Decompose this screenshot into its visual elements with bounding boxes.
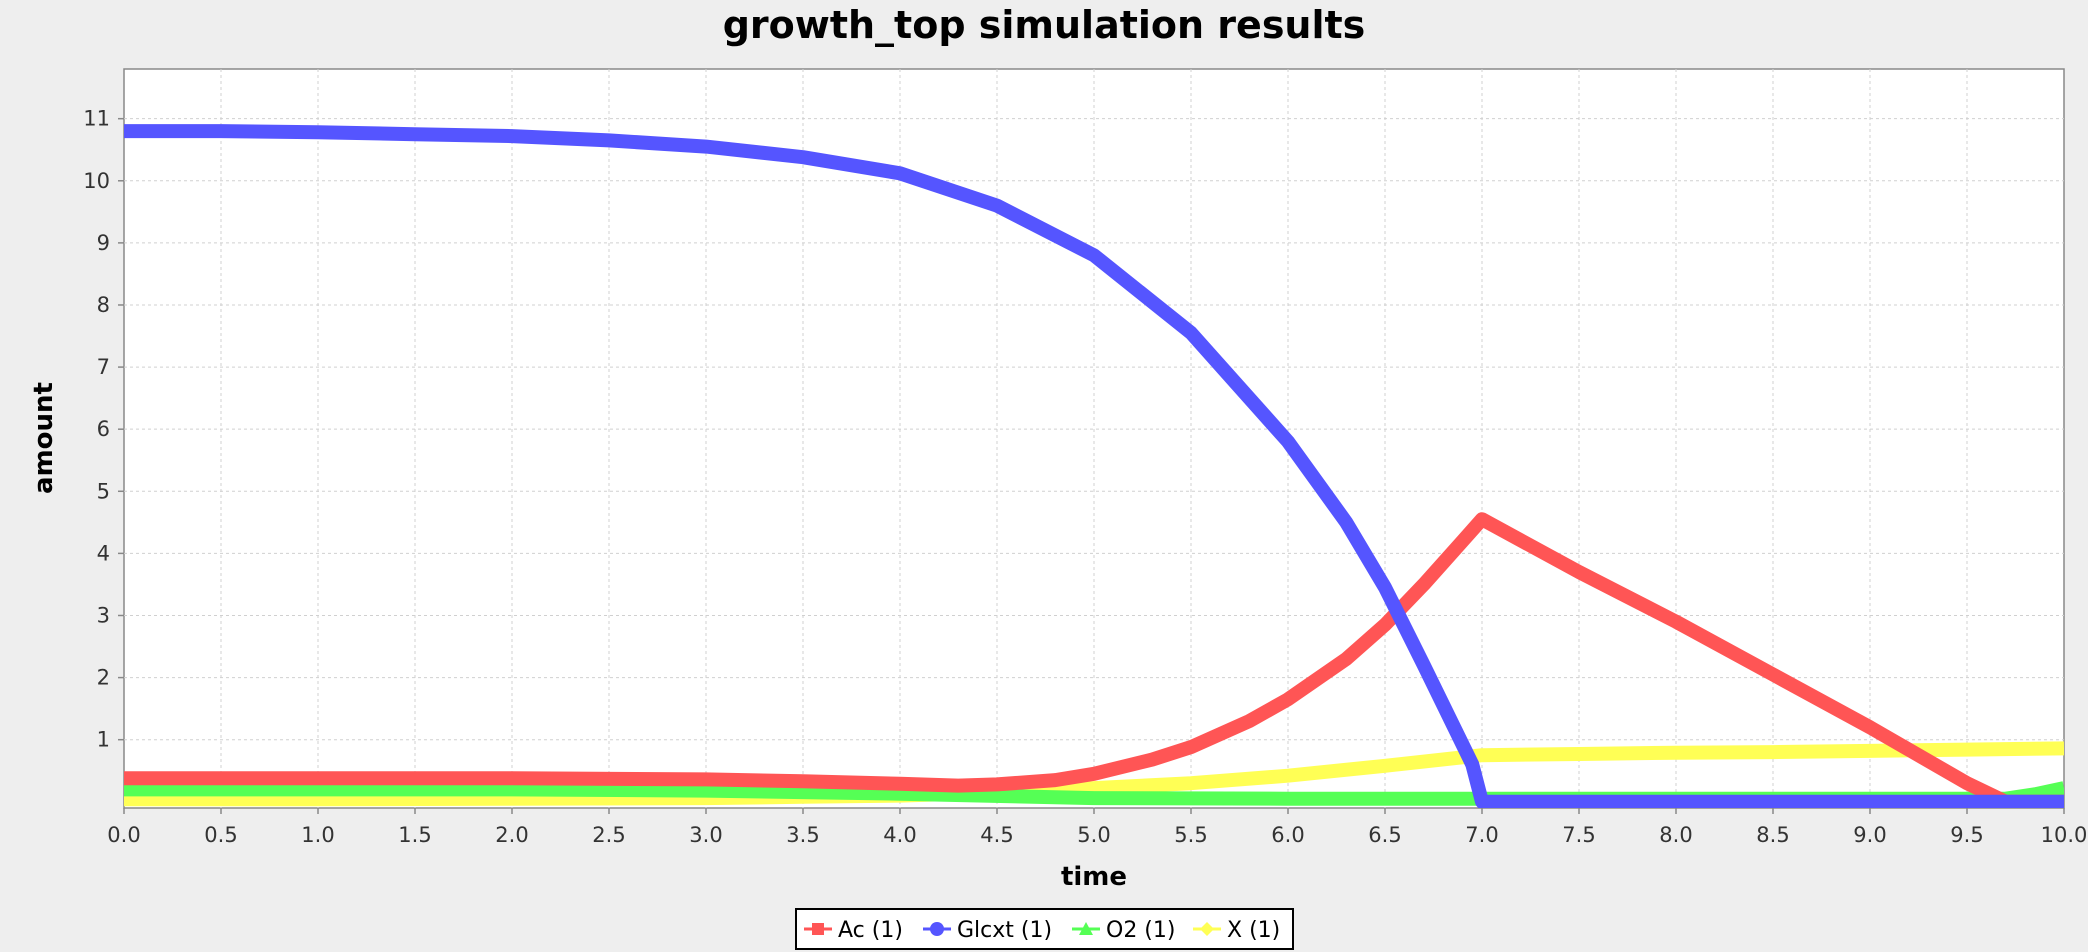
x-tick-label: 2.0 [495,823,528,847]
y-axis-label: amount [29,382,59,494]
x-tick-label: 0.0 [107,823,140,847]
y-tick-label: 6 [97,417,110,441]
axes: 0.0 0.5 1.0 1.5 2.0 2.5 3.0 3.5 4.0 4.5 5.0 5.5 6.0 6… [83,107,2087,847]
legend-label-ac: Ac (1) [838,918,903,943]
y-tick-label: 10 [83,169,110,193]
x-tick-label: 7.5 [1562,823,1595,847]
legend-marker-x [1200,922,1214,936]
x-tick-label: 2.5 [592,823,625,847]
y-tick-label: 11 [83,107,110,131]
x-tick-label: 8.0 [1659,823,1692,847]
y-tick-label: 9 [97,231,110,255]
y-tick-label: 3 [97,603,110,627]
grid [124,69,2064,808]
x-tick-label: 6.0 [1271,823,1304,847]
x-axis-label: time [1061,862,1127,892]
legend: Ac (1) Glcxt (1) O2 (1) X (1) [795,908,1294,950]
series-lines [124,124,2064,808]
x-tick-label: 1.0 [301,823,334,847]
y-tick-label: 5 [97,479,110,503]
legend-marker-ac [812,923,824,935]
x-tick-label: 3.5 [786,823,819,847]
x-tick-label: 6.5 [1368,823,1401,847]
x-tick-label: 7.0 [1465,823,1498,847]
x-tick-label: 8.5 [1756,823,1789,847]
legend-label-x: X (1) [1227,918,1280,943]
y-tick-label: 2 [97,666,110,690]
series-line-glcxt [124,124,2064,808]
plot-area [123,68,2065,809]
x-tick-label: 3.0 [689,823,722,847]
y-tick-label: 4 [97,541,110,565]
y-tick-label: 1 [97,728,110,752]
series-line-x [124,741,2064,807]
x-tick-label: 4.0 [883,823,916,847]
x-tick-label: 9.0 [1853,823,1886,847]
x-tick-label: 10.0 [2041,823,2088,847]
x-tick-label: 5.5 [1174,823,1207,847]
chart-title: growth_top simulation results [723,3,1366,47]
x-tick-label: 9.5 [1950,823,1983,847]
series-line-ac [124,512,2064,808]
y-tick-label: 7 [97,355,110,379]
x-tick-label: 0.5 [204,823,237,847]
legend-label-o2: O2 (1) [1106,918,1175,943]
x-tick-label: 1.5 [398,823,431,847]
x-tick-label: 5.0 [1077,823,1110,847]
legend-marker-glcxt [930,922,944,936]
legend-label-glcxt: Glcxt (1) [957,918,1052,943]
x-tick-label: 4.5 [980,823,1013,847]
legend-marker-o2 [1079,922,1093,935]
y-tick-label: 8 [97,293,110,317]
